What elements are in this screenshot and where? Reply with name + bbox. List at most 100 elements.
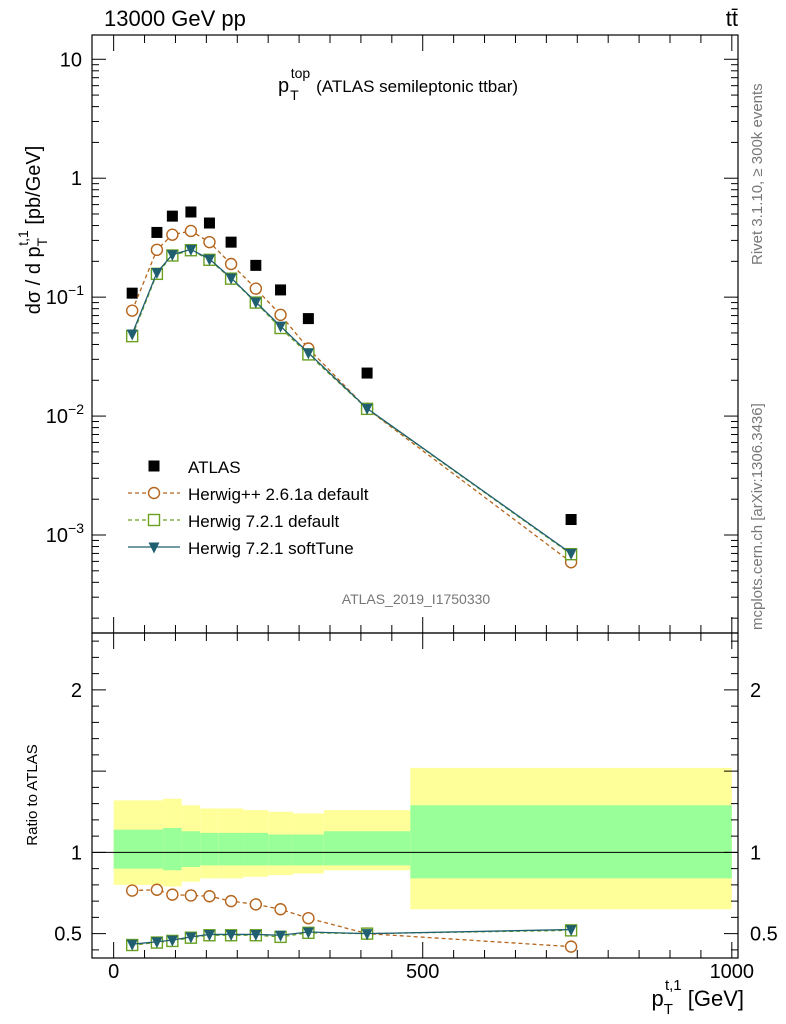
stat-uncertainty-band — [181, 831, 201, 867]
main-y-tick-base: 10 — [46, 525, 68, 547]
data-point — [126, 287, 138, 299]
data-point — [275, 284, 287, 296]
data-point — [185, 206, 197, 218]
data-point — [274, 308, 287, 322]
data-point — [147, 486, 161, 500]
ratio-y-axis-label: Ratio to ATLAS — [24, 744, 41, 845]
data-point — [225, 929, 237, 941]
data-point — [166, 228, 179, 241]
stat-uncertainty-band — [163, 828, 182, 871]
data-point — [203, 890, 216, 903]
data-point — [361, 403, 373, 415]
x-axis-label: pTt,1 [GeV] — [652, 977, 744, 1018]
data-point — [147, 513, 161, 527]
stat-uncertainty-band — [268, 834, 293, 866]
data-point — [224, 894, 238, 908]
xlabel-sub: T — [664, 1001, 673, 1018]
x-tick-label: 1000 — [710, 961, 755, 983]
series-line — [131, 230, 572, 563]
ylabel-sup: t,1 — [15, 230, 31, 246]
data-point — [225, 273, 237, 285]
main-y-tick-label: 10 — [60, 49, 82, 71]
data-point — [185, 244, 197, 256]
legend-label: ATLAS — [188, 458, 241, 477]
data-point — [151, 226, 163, 238]
main-y-tick-base: 10 — [46, 406, 68, 428]
data-point — [565, 925, 577, 937]
data-point — [249, 282, 263, 295]
legend-label: Herwig 7.2.1 softTune — [188, 539, 354, 558]
data-point — [166, 888, 179, 901]
ratio-y-tick-label: 0.5 — [54, 924, 82, 946]
main-y-tick-base: 10 — [46, 287, 68, 309]
stat-uncertainty-band — [200, 832, 219, 866]
title-main: p — [278, 75, 289, 97]
data-point — [250, 259, 262, 271]
stat-uncertainty-band — [113, 829, 164, 869]
title-sub: T — [290, 87, 299, 103]
data-point — [361, 929, 373, 941]
ylabel-sub: T — [34, 237, 50, 246]
mcplots-label: mcplots.cern.ch [arXiv:1306.3436] — [749, 403, 766, 630]
data-point — [126, 939, 138, 951]
axis-ticks — [92, 35, 738, 958]
ratio-y-tick-label-right: 2 — [750, 680, 761, 702]
main-panel-series — [125, 206, 578, 569]
data-point — [302, 927, 314, 939]
stat-uncertainty-band — [323, 831, 411, 866]
data-point — [185, 932, 197, 944]
main-y-tick-label: 1 — [71, 168, 82, 190]
legend-label: Herwig 7.2.1 default — [188, 512, 339, 531]
ratio-y-tick-label-right: 1 — [750, 842, 761, 864]
data-point — [565, 548, 577, 560]
data-point — [184, 224, 198, 238]
x-tick-label: 500 — [406, 961, 439, 983]
xlabel-rest: [GeV] — [682, 986, 744, 1011]
data-point — [203, 929, 215, 941]
data-point — [565, 514, 577, 526]
data-point — [148, 542, 160, 554]
data-point — [166, 250, 178, 262]
legend: ATLAS Herwig++ 2.6.1a default Herwig 7.2.1… — [128, 458, 369, 558]
ratio-y-tick-label: 1 — [71, 842, 82, 864]
data-point — [184, 889, 198, 902]
xlabel-sup: t,1 — [665, 977, 682, 994]
main-y-tick-label: 10−3 — [46, 520, 84, 547]
data-point — [166, 935, 178, 947]
data-point — [302, 348, 314, 360]
xlabel-main: p — [652, 986, 664, 1011]
analysis-annotation: ATLAS_2019_I1750330 — [342, 591, 491, 607]
data-point — [126, 329, 138, 341]
data-point — [361, 367, 373, 379]
data-point — [148, 460, 160, 472]
main-y-axis-label: dσ / d pTt,1 [pb/GeV] — [15, 146, 50, 315]
data-point — [249, 898, 263, 911]
data-point — [151, 268, 163, 280]
data-point — [125, 304, 139, 317]
ylabel-main: dσ / d p — [23, 246, 45, 314]
legend-label: Herwig++ 2.6.1a default — [188, 485, 369, 504]
main-y-tick-label: 10−1 — [46, 282, 84, 309]
data-point — [125, 884, 139, 897]
beam-label: 13000 GeV pp — [104, 6, 246, 31]
ylabel-rest: [pb/GeV] — [23, 146, 45, 231]
stat-uncertainty-band — [218, 832, 244, 866]
title-sup: top — [291, 65, 311, 81]
data-point — [302, 313, 314, 325]
ratio-panel-frame — [91, 632, 739, 959]
data-point — [150, 243, 164, 257]
ratio-panel-series — [125, 883, 578, 953]
rivet-label: Rivet 3.1.10, ≥ 300k events — [749, 83, 766, 265]
title-rest: (ATLAS semileptonic ttbar) — [316, 77, 518, 96]
data-point — [564, 940, 578, 953]
data-point — [203, 235, 216, 249]
stat-uncertainty-band — [243, 832, 269, 866]
data-point — [224, 257, 238, 271]
stat-uncertainty-band — [410, 805, 732, 879]
data-point — [203, 217, 215, 229]
ratio-y-tick-label: 2 — [71, 680, 82, 702]
main-y-tick-exp: −1 — [68, 282, 84, 298]
ratio-y-tick-label-right: 0.5 — [750, 924, 778, 946]
